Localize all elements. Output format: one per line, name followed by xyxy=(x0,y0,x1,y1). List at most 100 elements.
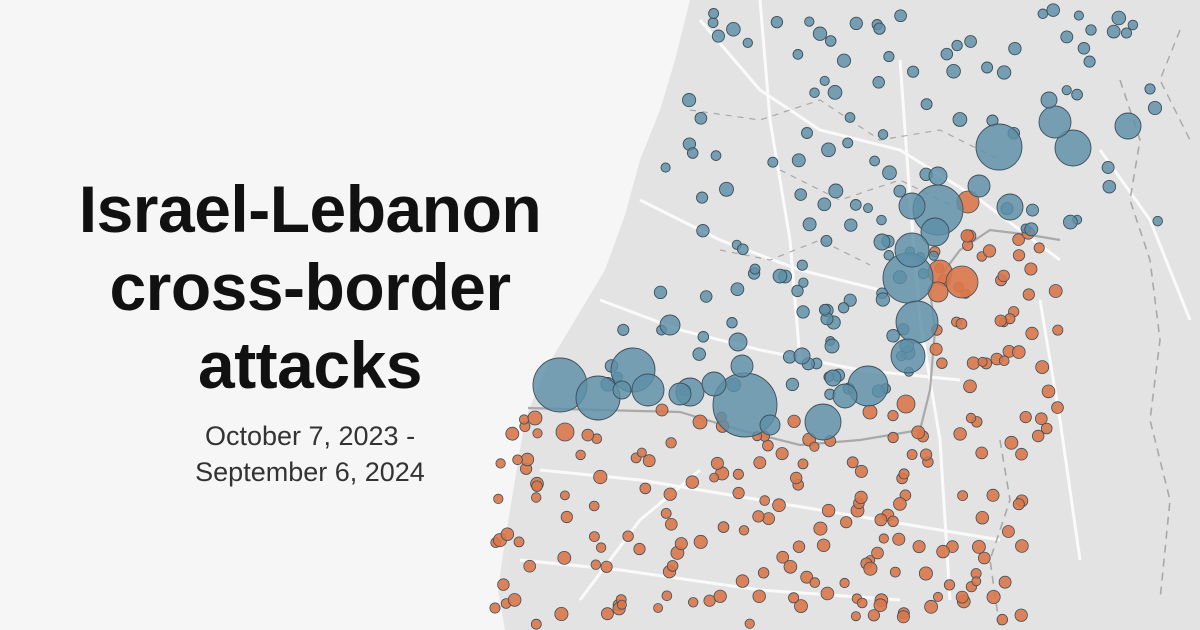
attack-marker-lebanon xyxy=(828,183,844,199)
attack-marker-lebanon xyxy=(893,184,907,198)
attack-marker-lebanon xyxy=(876,214,887,226)
attack-marker-lebanon xyxy=(844,112,856,123)
markers-attacks-in-israel xyxy=(489,190,1064,630)
attack-marker-lebanon xyxy=(1046,3,1060,17)
attack-marker-lebanon xyxy=(707,17,719,29)
attack-marker-israel xyxy=(977,551,991,565)
attack-marker-israel xyxy=(732,468,744,480)
attack-marker-lebanon xyxy=(940,47,954,61)
attack-marker-israel xyxy=(595,542,607,553)
attack-marker-lebanon xyxy=(660,162,671,173)
attack-marker-israel xyxy=(955,590,969,604)
attack-marker-lebanon xyxy=(793,347,811,365)
attack-marker-israel xyxy=(863,561,878,576)
border-line-6 xyxy=(719,239,871,266)
attack-marker-israel xyxy=(813,521,828,536)
attack-marker-israel xyxy=(998,575,1012,589)
attack-marker-israel xyxy=(560,510,573,524)
attack-marker-lebanon xyxy=(798,277,809,288)
attack-marker-israel xyxy=(713,589,727,603)
attack-marker-israel xyxy=(588,500,600,512)
attack-marker-lebanon xyxy=(869,155,880,167)
attack-marker-israel xyxy=(850,611,861,622)
attack-marker-israel xyxy=(1015,539,1029,553)
attack-marker-israel xyxy=(744,618,755,629)
attack-marker-lebanon xyxy=(819,75,830,86)
attack-marker-israel xyxy=(1014,608,1028,622)
attack-marker-israel xyxy=(663,487,677,501)
attack-marker-lebanon xyxy=(877,129,889,140)
attack-marker-lebanon xyxy=(836,53,852,68)
attack-marker-israel xyxy=(924,599,938,614)
attack-marker-lebanon xyxy=(728,332,748,352)
attack-marker-israel xyxy=(936,357,948,369)
attack-marker-lebanon xyxy=(575,375,621,421)
date-range: October 7, 2023 - September 6, 2024 xyxy=(40,418,580,490)
attack-marker-lebanon xyxy=(894,232,930,268)
attack-marker-israel xyxy=(986,590,1001,605)
attack-marker-israel xyxy=(936,544,950,559)
attack-marker-lebanon xyxy=(1024,222,1039,237)
attack-marker-lebanon xyxy=(928,250,939,261)
attack-marker-israel xyxy=(500,527,515,541)
attack-marker-israel xyxy=(874,513,888,527)
attack-marker-israel xyxy=(505,426,520,441)
attack-marker-lebanon xyxy=(824,369,842,387)
attack-marker-lebanon xyxy=(726,317,738,329)
attack-marker-israel xyxy=(703,594,716,607)
attack-marker-lebanon xyxy=(843,293,857,307)
attack-marker-israel xyxy=(1012,249,1026,262)
road-2 xyxy=(639,198,881,292)
attack-marker-israel xyxy=(1052,324,1064,336)
attack-marker-israel xyxy=(757,567,770,579)
attack-marker-israel xyxy=(854,490,868,504)
attack-marker-israel xyxy=(575,449,586,461)
attack-marker-israel xyxy=(1031,429,1045,443)
land-area xyxy=(498,0,1200,630)
attack-marker-israel xyxy=(530,618,542,630)
attack-marker-lebanon xyxy=(946,63,961,79)
attack-marker-israel xyxy=(776,550,789,564)
road-9 xyxy=(578,468,701,601)
attack-marker-lebanon xyxy=(1127,19,1139,31)
attack-marker-israel xyxy=(495,458,506,469)
attack-marker-israel xyxy=(531,480,543,492)
attack-marker-lebanon xyxy=(898,192,926,220)
attack-marker-israel xyxy=(661,590,673,602)
road-3 xyxy=(599,298,961,382)
attack-marker-israel xyxy=(918,566,933,581)
attack-marker-lebanon xyxy=(804,403,842,441)
attack-marker-israel xyxy=(523,559,536,573)
attack-marker-lebanon xyxy=(827,85,843,100)
attack-marker-israel xyxy=(752,589,766,604)
attack-marker-lebanon xyxy=(951,39,963,52)
attack-marker-israel xyxy=(792,540,806,553)
attack-marker-israel xyxy=(982,244,997,258)
attack-marker-lebanon xyxy=(849,199,862,211)
attack-marker-israel xyxy=(1035,360,1050,375)
attack-marker-israel xyxy=(557,551,572,565)
attack-marker-israel xyxy=(896,394,916,414)
attack-marker-lebanon xyxy=(697,331,710,343)
attack-marker-israel xyxy=(616,599,627,610)
attack-marker-lebanon xyxy=(1073,10,1084,21)
attack-marker-lebanon xyxy=(785,377,800,392)
attack-marker-israel xyxy=(997,269,1010,283)
attack-marker-lebanon xyxy=(920,217,950,247)
attack-marker-lebanon xyxy=(772,268,788,284)
border-line-7 xyxy=(1159,29,1191,141)
attack-marker-israel xyxy=(955,317,968,330)
attack-marker-israel xyxy=(889,566,901,578)
attack-marker-lebanon xyxy=(883,51,895,63)
attack-marker-lebanon xyxy=(804,16,815,27)
attack-marker-lebanon xyxy=(952,112,968,127)
attack-marker-israel xyxy=(622,530,634,542)
attack-marker-israel xyxy=(893,497,907,511)
attack-marker-lebanon xyxy=(817,197,832,212)
attack-marker-israel xyxy=(1002,525,1015,538)
attack-marker-israel xyxy=(692,414,708,430)
attack-marker-israel xyxy=(892,532,906,546)
attack-marker-lebanon xyxy=(668,382,692,406)
attack-marker-israel xyxy=(1048,284,1063,298)
attack-marker-lebanon xyxy=(1054,129,1092,167)
